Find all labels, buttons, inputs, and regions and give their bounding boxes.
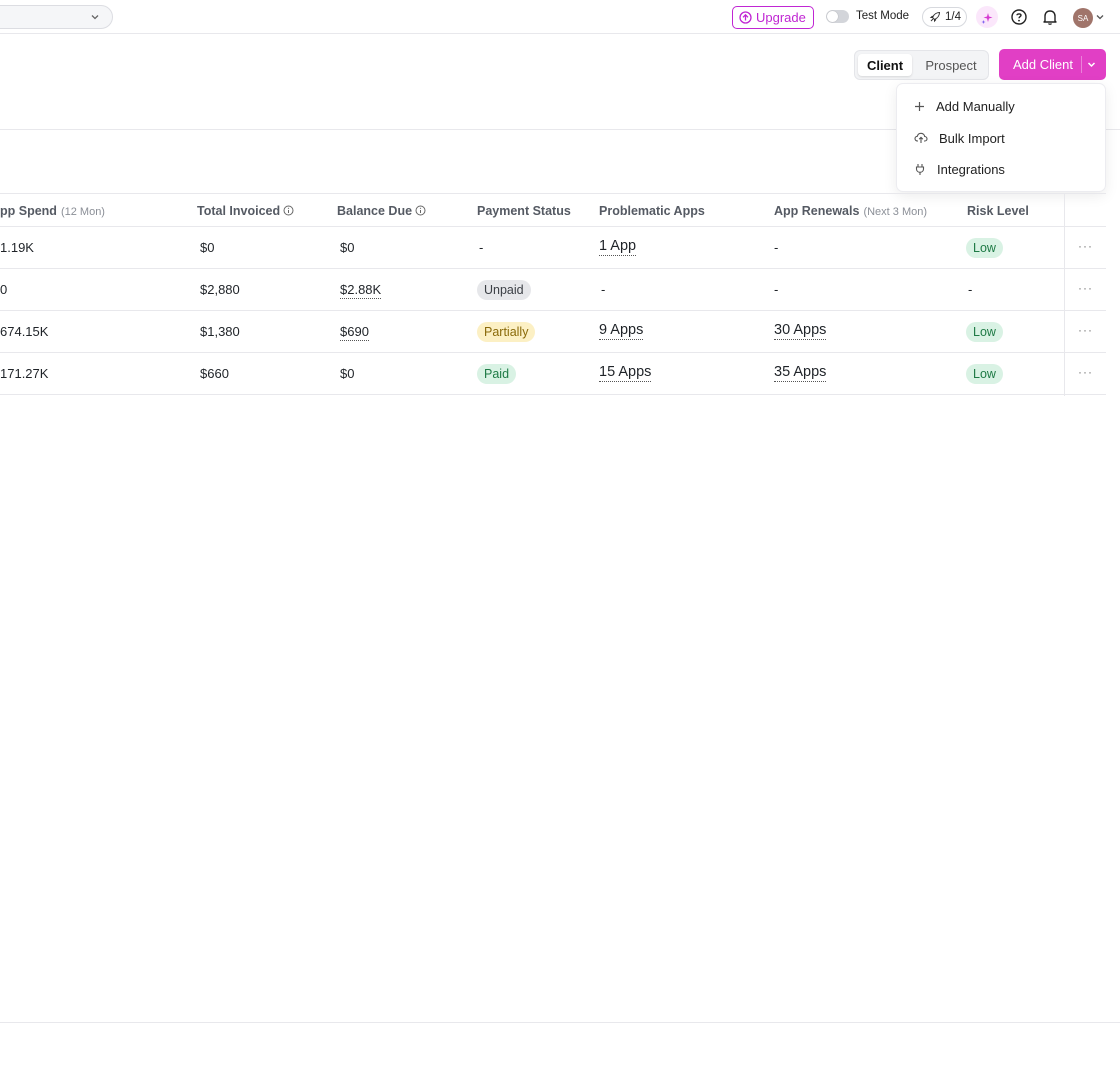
- column-sublabel: (Next 3 Mon): [863, 206, 928, 218]
- table-row[interactable]: 171.27K $660 $0 Paid 15 Apps 35 Apps Low…: [0, 353, 1106, 395]
- more-actions-icon[interactable]: ···: [1078, 365, 1093, 379]
- tab-prospect[interactable]: Prospect: [925, 57, 977, 73]
- add-client-menu: Add Manually Bulk Import Integrations: [896, 83, 1106, 192]
- column-sublabel: (12 Mon): [60, 206, 105, 218]
- balance-due-link[interactable]: $690: [340, 324, 369, 341]
- plug-icon: [915, 163, 925, 175]
- add-client-label: Add Client: [1013, 57, 1073, 72]
- total-invoiced-cell: $0: [200, 240, 215, 255]
- chevron-down-icon: [91, 15, 99, 20]
- problematic-apps-cell: -: [601, 282, 606, 297]
- help-icon[interactable]: [1010, 8, 1028, 26]
- payment-status-badge: Unpaid: [477, 280, 531, 300]
- column-label: Total Invoiced: [197, 204, 281, 218]
- menu-item-integrations[interactable]: Integrations: [914, 159, 1005, 179]
- problematic-apps-link[interactable]: 1 App: [599, 238, 637, 256]
- more-actions-icon[interactable]: ···: [1078, 239, 1093, 253]
- column-label: pp Spend: [0, 204, 57, 218]
- menu-item-add-manually[interactable]: Add Manually: [914, 96, 1015, 116]
- ai-assistant-button[interactable]: [976, 6, 998, 28]
- balance-due-cell: $0: [340, 240, 355, 255]
- rocket-icon: [929, 11, 941, 23]
- column-header-problematic-apps[interactable]: Problematic Apps: [599, 204, 705, 218]
- upgrade-arrow-icon: [739, 11, 752, 24]
- column-header-app-spend[interactable]: pp Spend (12 Mon): [0, 204, 105, 218]
- test-mode-label: Test Mode: [856, 10, 910, 22]
- column-label: Balance Due: [337, 204, 413, 218]
- column-label: App Renewals: [774, 204, 860, 218]
- top-bar: Upgrade Test Mode 1/4 SA: [0, 0, 1120, 34]
- total-invoiced-cell: $1,380: [200, 324, 240, 339]
- app-renewals-cell: -: [774, 240, 779, 255]
- payment-status-cell: -: [479, 240, 484, 255]
- sparkle-icon: [981, 12, 992, 24]
- divider: [0, 129, 1120, 130]
- risk-level-badge: Low: [966, 238, 1003, 258]
- app-spend-cell: 674.15K: [0, 324, 49, 339]
- risk-level-cell: -: [968, 282, 973, 297]
- bell-icon[interactable]: [1041, 8, 1059, 26]
- plus-icon: [915, 101, 924, 111]
- client-type-toggle: Client Prospect: [854, 50, 989, 80]
- column-header-app-renewals[interactable]: App Renewals (Next 3 Mon): [774, 204, 927, 218]
- menu-item-label: Integrations: [937, 161, 1005, 177]
- payment-status-badge: Partially: [477, 322, 536, 342]
- app-spend-cell: 0: [0, 282, 8, 297]
- app-renewals-link[interactable]: 35 Apps: [774, 364, 827, 382]
- avatar-initials: SA: [1077, 13, 1089, 23]
- button-divider: [1081, 56, 1082, 73]
- total-invoiced-cell: $660: [200, 366, 229, 381]
- app-renewals-cell: -: [774, 282, 779, 297]
- app-spend-cell: 1.19K: [0, 240, 34, 255]
- workspace-selector[interactable]: [0, 5, 113, 29]
- table-row[interactable]: 674.15K $1,380 $690 Partially 9 Apps 30 …: [0, 311, 1106, 353]
- column-header-risk-level[interactable]: Risk Level: [967, 204, 1029, 218]
- upgrade-label: Upgrade: [756, 10, 806, 25]
- menu-item-bulk-import[interactable]: Bulk Import: [914, 128, 1005, 148]
- problematic-apps-link[interactable]: 15 Apps: [599, 364, 652, 382]
- tab-client[interactable]: Client: [858, 54, 912, 76]
- upgrade-button[interactable]: Upgrade: [732, 6, 814, 29]
- footer-divider: [0, 1022, 1120, 1023]
- risk-level-badge: Low: [966, 322, 1003, 342]
- onboarding-progress-label: 1/4: [945, 11, 961, 23]
- column-header-total-invoiced[interactable]: Total Invoiced: [197, 204, 294, 218]
- balance-due-cell: $0: [340, 366, 355, 381]
- info-icon[interactable]: [415, 205, 426, 216]
- chevron-down-icon[interactable]: [1086, 59, 1097, 70]
- add-client-button[interactable]: Add Client: [999, 49, 1106, 80]
- sticky-column-divider: [1064, 193, 1065, 396]
- menu-item-label: Add Manually: [936, 98, 1015, 114]
- problematic-apps-link[interactable]: 9 Apps: [599, 322, 644, 340]
- menu-item-label: Bulk Import: [939, 130, 1005, 146]
- app-spend-cell: 171.27K: [0, 366, 49, 381]
- test-mode-toggle[interactable]: [826, 10, 849, 23]
- more-actions-icon[interactable]: ···: [1078, 323, 1093, 337]
- avatar[interactable]: SA: [1073, 8, 1093, 28]
- payment-status-badge: Paid: [477, 364, 517, 384]
- total-invoiced-cell: $2,880: [200, 282, 240, 297]
- risk-level-badge: Low: [966, 364, 1003, 384]
- info-icon[interactable]: [283, 205, 294, 216]
- app-renewals-link[interactable]: 30 Apps: [774, 322, 827, 340]
- more-actions-icon[interactable]: ···: [1078, 281, 1093, 295]
- table-header: pp Spend (12 Mon) Total Invoiced Balance …: [0, 193, 1106, 227]
- onboarding-progress-button[interactable]: 1/4: [922, 7, 967, 27]
- cloud-upload-icon: [914, 132, 928, 143]
- table-row[interactable]: 1.19K $0 $0 - 1 App - Low ···: [0, 227, 1106, 269]
- table-row[interactable]: 0 $2,880 $2.88K Unpaid - - - ···: [0, 269, 1106, 311]
- balance-due-link[interactable]: $2.88K: [340, 282, 382, 299]
- column-header-balance-due[interactable]: Balance Due: [337, 204, 426, 218]
- column-header-payment-status[interactable]: Payment Status: [477, 204, 571, 218]
- chevron-down-icon[interactable]: [1095, 12, 1105, 22]
